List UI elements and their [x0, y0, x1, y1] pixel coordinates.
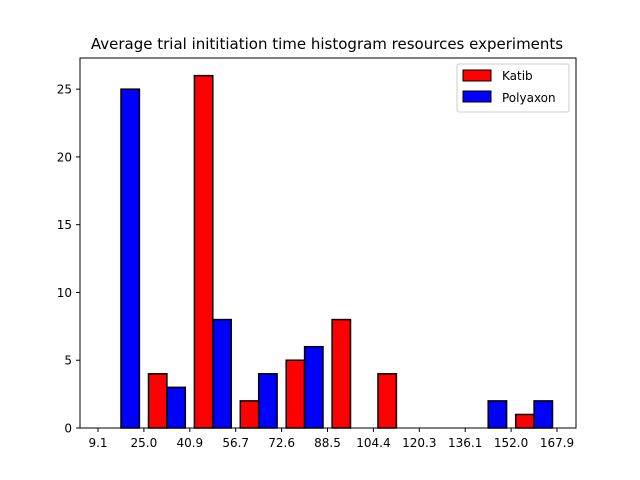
x-tick-label: 136.1	[448, 436, 482, 450]
x-tick-label: 56.7	[222, 436, 249, 450]
bar-polyaxon-bin-1	[120, 88, 141, 429]
bars-layer	[120, 74, 554, 429]
bar-polyaxon-bin-4	[257, 373, 278, 429]
bar-katib-bin-2	[147, 373, 168, 429]
x-tick-label: 40.9	[176, 436, 203, 450]
legend: Katib Polyaxon	[456, 63, 570, 113]
x-tick-label: 104.4	[356, 436, 390, 450]
chart-title: Average trial inititiation time histogra…	[91, 35, 563, 53]
x-tick-label: 9.1	[88, 436, 107, 450]
y-tick-label: 15	[57, 218, 72, 232]
bar-polyaxon-bin-9	[487, 400, 508, 429]
bar-katib-bin-6	[331, 318, 352, 429]
y-tick-label: 10	[57, 286, 72, 300]
bar-katib-bin-3	[193, 74, 214, 429]
bar-polyaxon-bin-10	[533, 400, 554, 429]
x-tick-label: 120.3	[402, 436, 436, 450]
y-tick-label: 25	[57, 83, 72, 97]
y-tick-label: 5	[64, 354, 72, 368]
x-tick-label: 72.6	[268, 436, 295, 450]
y-axis: 0 5 10 15 20 25	[57, 83, 80, 436]
bar-katib-bin-7	[377, 373, 398, 429]
x-tick-label: 25.0	[131, 436, 158, 450]
bar-katib-bin-5	[285, 359, 306, 429]
x-axis: 9.1 25.0 40.9 56.7 72.6 88.5 104.4 120.3 136.1 15…	[88, 428, 574, 450]
bar-polyaxon-bin-5	[303, 345, 324, 429]
legend-swatch-katib	[462, 69, 492, 82]
x-tick-label: 167.9	[540, 436, 574, 450]
legend-swatch-polyaxon	[462, 90, 492, 103]
bar-polyaxon-bin-2	[166, 386, 187, 429]
x-tick-label: 152.0	[494, 436, 528, 450]
legend-label-polyaxon: Polyaxon	[502, 91, 556, 105]
y-tick-label: 0	[64, 422, 72, 436]
bar-polyaxon-bin-3	[212, 318, 232, 429]
y-tick-label: 20	[57, 150, 72, 164]
x-tick-label: 88.5	[314, 436, 341, 450]
legend-label-katib: Katib	[502, 69, 533, 83]
bar-katib-bin-10	[514, 413, 535, 429]
bar-katib-bin-4	[239, 400, 260, 429]
